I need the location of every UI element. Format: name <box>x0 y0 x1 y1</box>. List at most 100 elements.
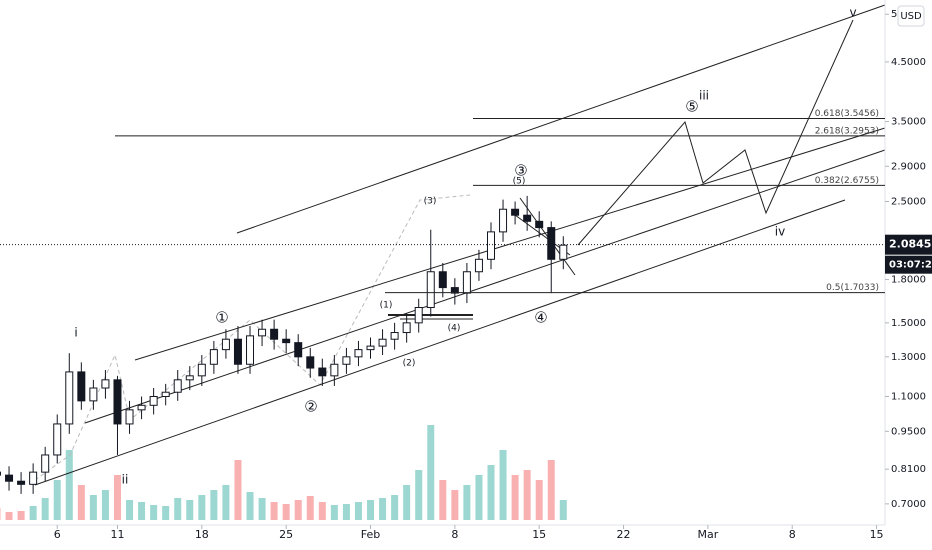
candle-body <box>161 391 170 398</box>
wave-labels: i ii iii iv v ① ② ③ ④ ⑤ (1) (2) (3) (4) … <box>74 6 856 487</box>
projection-path <box>577 19 854 246</box>
candle-body <box>462 271 471 294</box>
volume-bar <box>403 485 411 520</box>
x-tick-label: 8 <box>789 528 796 541</box>
volume-bar <box>53 480 61 520</box>
y-tick-label: 2.9000 <box>891 161 926 172</box>
candle-body <box>209 349 218 365</box>
candle-body <box>17 480 26 485</box>
x-tick-label: 15 <box>870 528 884 541</box>
y-tick-label: 2.5000 <box>891 197 926 208</box>
candle-body <box>221 338 230 351</box>
countdown-box <box>885 255 932 274</box>
candle-body <box>523 214 532 222</box>
candle-body <box>41 454 50 473</box>
x-tick-label: 22 <box>617 528 631 541</box>
x-tick-label: Mar <box>697 528 718 541</box>
y-tick-label: 3.5000 <box>891 117 926 128</box>
candle-body <box>499 208 508 233</box>
volume-bar <box>439 480 447 520</box>
candle-body <box>77 371 86 402</box>
y-tick-label: 0.8100 <box>891 464 926 475</box>
x-tick-label: 25 <box>279 528 293 541</box>
candle-body <box>185 375 194 381</box>
candle-body <box>342 356 351 365</box>
volume-bar <box>246 492 254 520</box>
volume-bar <box>65 450 73 520</box>
volume-bar <box>258 498 266 520</box>
candle-body <box>559 244 568 260</box>
y-tick-label: 1.3000 <box>891 352 926 363</box>
candle-body <box>89 387 98 402</box>
candle-body <box>318 367 327 377</box>
candle-body <box>65 371 74 425</box>
candle-body <box>270 328 279 340</box>
x-tick-label: Feb <box>361 528 380 541</box>
x-tick-label: 8 <box>451 528 458 541</box>
wave-label: (4) <box>448 324 461 334</box>
volume-bar <box>222 485 230 520</box>
fib-label: 0.5(1.7033) <box>826 283 879 293</box>
wave-label: ⑤ <box>685 98 698 116</box>
currency-box[interactable] <box>897 5 925 27</box>
volume-bar <box>186 500 194 520</box>
candle-body <box>390 332 399 340</box>
currency: USD <box>900 11 922 22</box>
candle-body <box>5 474 14 482</box>
volume-bar <box>29 506 37 520</box>
channel-line <box>84 149 886 424</box>
volume-bar <box>367 500 375 520</box>
wave-label: (2) <box>403 359 416 369</box>
candle-body <box>282 338 291 344</box>
wave-label: (5) <box>513 177 526 187</box>
wave-label: iv <box>775 225 785 239</box>
candle-body <box>330 363 339 377</box>
wave-label: ii <box>122 473 129 487</box>
candle-body <box>402 322 411 334</box>
volume-bar <box>511 475 519 520</box>
volume-bar <box>342 504 350 520</box>
candle-body <box>233 338 242 365</box>
candle-body <box>29 471 38 485</box>
candle-body <box>53 423 62 456</box>
wave-label: ① <box>215 309 228 327</box>
volume-bar <box>150 505 158 520</box>
fib-label: 2.618(3.2953) <box>815 126 879 136</box>
volume-bar <box>126 500 134 520</box>
volume-bar <box>451 490 459 520</box>
volume-bar <box>162 506 170 520</box>
volume-bar <box>559 500 567 520</box>
y-tick-label: 1.5000 <box>891 318 926 329</box>
axes: 5.54.50003.50002.90002.50001.80001.50001… <box>0 9 932 541</box>
candle-body <box>113 379 122 425</box>
wave-label: ③ <box>514 162 527 180</box>
volume-bar <box>5 512 13 520</box>
volume-bar <box>499 450 507 520</box>
volume-bar <box>77 485 85 520</box>
volume-bar <box>174 498 182 520</box>
candle-body <box>486 231 495 260</box>
candle-body <box>258 328 267 337</box>
volume-layer <box>0 425 567 520</box>
volume-bar <box>547 460 555 520</box>
last-price-box <box>885 234 932 255</box>
volume-bar <box>17 511 25 520</box>
candle-body <box>246 335 255 365</box>
volume-bar <box>391 495 399 520</box>
candle-body <box>547 227 556 260</box>
candle-body <box>173 379 182 393</box>
candle-body <box>535 220 544 229</box>
y-tick-label: 4.5000 <box>891 57 926 68</box>
x-tick-label: 11 <box>110 528 124 541</box>
candle-body <box>426 271 435 309</box>
volume-bar <box>270 502 278 520</box>
volume-bar <box>234 460 242 520</box>
fib-label: 0.382(2.6755) <box>815 176 879 186</box>
volume-bar <box>138 502 146 520</box>
volume-bar <box>535 480 543 520</box>
candle-body <box>354 349 363 358</box>
wave-label: i <box>74 326 77 340</box>
candle-body <box>101 379 110 389</box>
candle-body <box>137 404 146 411</box>
volume-bar <box>487 465 495 520</box>
